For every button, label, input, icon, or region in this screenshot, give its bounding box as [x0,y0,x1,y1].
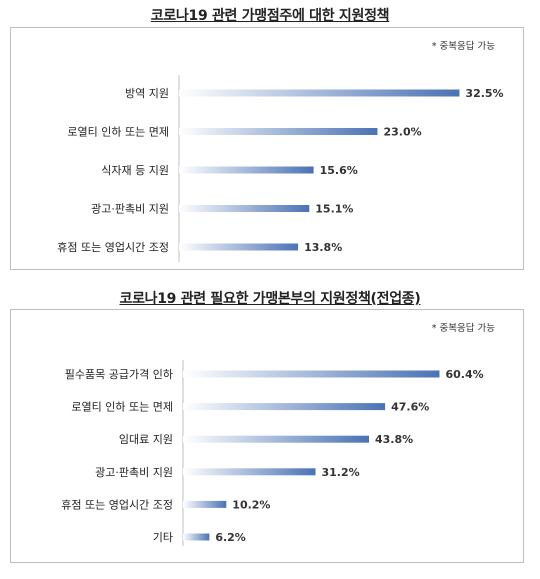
chart-2-note: * 중복응답 가능 [431,323,495,334]
value-label: 43.8% [375,433,413,446]
value-label: 10.2% [232,498,270,511]
value-label: 47.6% [391,401,429,414]
value-label: 31.2% [321,466,359,479]
bar [183,435,369,443]
bar [183,500,227,508]
bar [183,468,316,476]
bar [179,166,314,174]
bar [183,370,440,378]
bar [183,403,386,411]
bar [179,205,310,212]
chart-1-svg: 방역 지원 32.5% 로열티 인하 또는 면제 23.0% 식자재 등 지원 15.6%… [57,75,504,262]
chart-2-title: 코로나19 관련 필요한 가맹본부의 지원정책(전업종) [119,291,421,307]
chart-1-panel: * 중복응답 가능 방역 지원 32.5% 로열티 인하 또는 면제 23.0% 식자재… [10,27,524,270]
category-label: 방역 지원 [125,87,169,100]
bar [183,533,210,541]
chart-1-title: 코로나19 관련 가맹점주에 대한 지원정책 [150,8,390,24]
chart-2-panel: * 중복응답 가능 필수품목 공급가격 인하 60.4% 로열티 인하 또는 면제 4… [10,309,524,563]
category-label: 광고·판촉비 지원 [91,203,169,216]
category-label: 로열티 인하 또는 면제 [67,125,169,139]
chart-1-note: * 중복응답 가능 [431,41,495,52]
value-label: 32.5% [465,87,503,100]
category-label: 로열티 인하 또는 면제 [71,400,173,414]
category-label: 휴점 또는 영업시간 조정 [57,241,169,254]
category-label: 임대료 지원 [119,433,173,446]
value-label: 6.2% [215,531,246,544]
category-label: 광고·판촉비 지원 [95,466,173,479]
bar [179,89,460,97]
bar [179,128,378,135]
value-label: 13.8% [304,241,342,254]
value-label: 23.0% [383,126,421,139]
value-label: 15.1% [315,203,353,216]
category-label: 휴점 또는 영업시간 조정 [61,498,173,511]
category-label: 필수품목 공급가격 인하 [65,367,173,381]
chart-2-svg: 필수품목 공급가격 인하 60.4% 로열티 인하 또는 면제 47.6% 임대료 지원… [61,360,484,546]
category-label: 기타 [153,531,173,544]
category-label: 식자재 등 지원 [101,164,169,177]
value-label: 60.4% [445,368,483,381]
value-label: 15.6% [320,164,358,177]
bar [179,243,299,251]
